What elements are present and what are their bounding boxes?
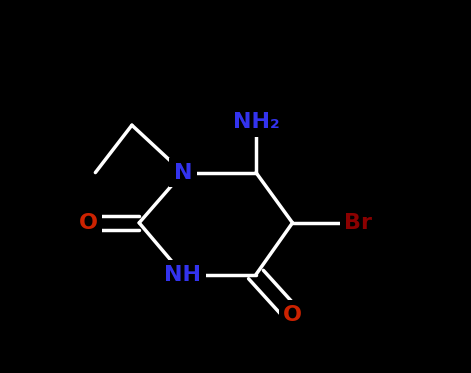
Text: O: O — [283, 305, 302, 325]
Text: Br: Br — [344, 213, 372, 233]
Text: NH: NH — [164, 264, 202, 285]
Text: O: O — [79, 213, 97, 233]
Text: N: N — [174, 163, 192, 182]
Text: NH₂: NH₂ — [233, 112, 279, 132]
